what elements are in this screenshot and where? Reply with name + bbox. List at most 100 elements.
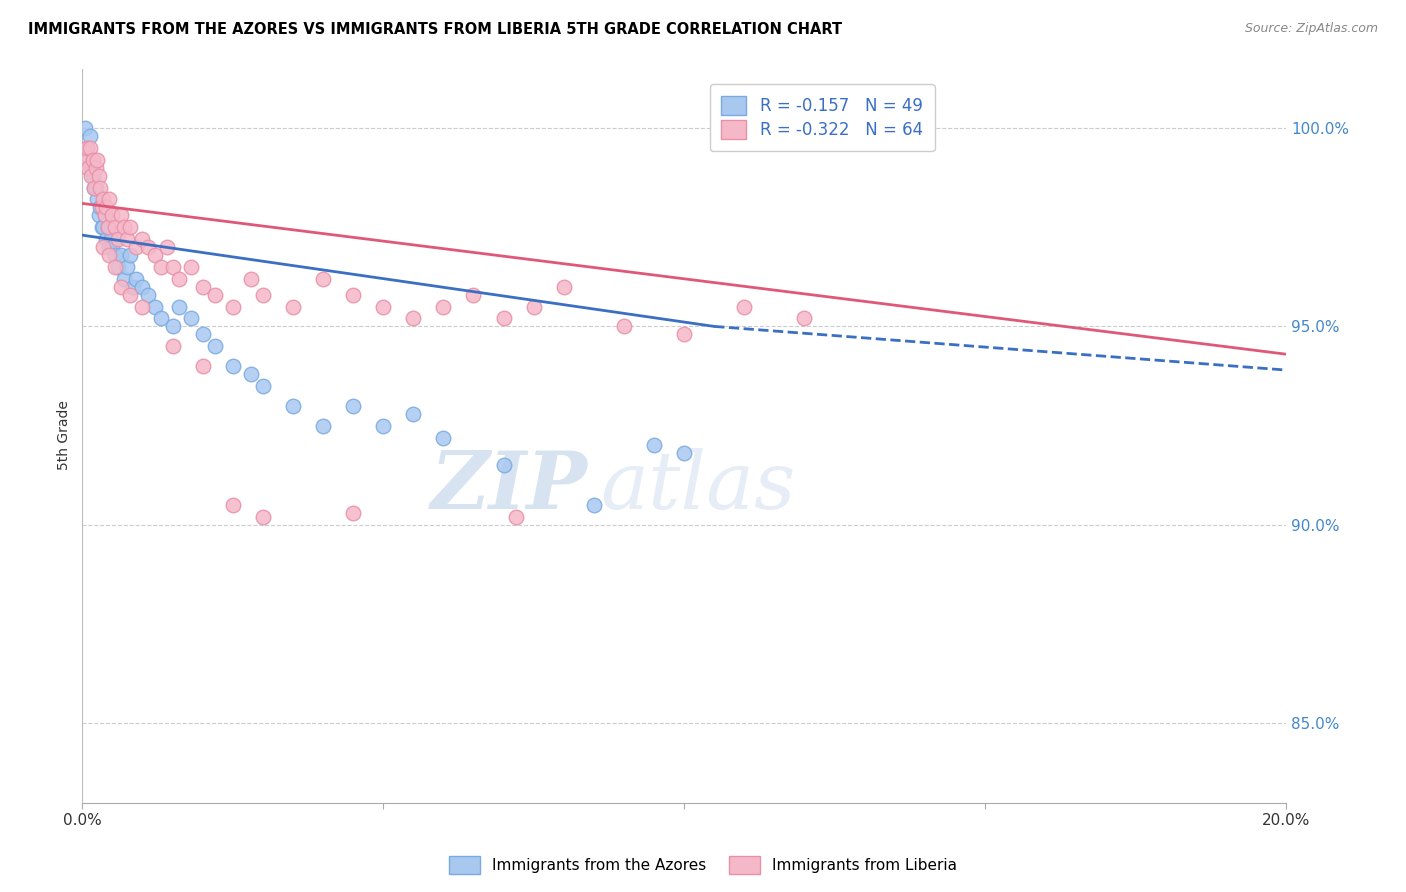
Point [117, 260, 139, 274]
Point [162, 260, 184, 274]
Point [104, 220, 127, 235]
Point [122, 279, 145, 293]
Point [239, 367, 262, 381]
Point [101, 240, 124, 254]
Point [373, 300, 395, 314]
Text: Source: ZipAtlas.com: Source: ZipAtlas.com [1244, 22, 1378, 36]
Point [162, 339, 184, 353]
Point [125, 240, 148, 254]
Point [89, 200, 111, 214]
Point [143, 300, 166, 314]
Point [90, 220, 112, 235]
Point [492, 311, 515, 326]
Point [110, 279, 132, 293]
Point [312, 418, 335, 433]
Y-axis label: 5th Grade: 5th Grade [58, 401, 72, 470]
Point [89, 169, 111, 183]
Point [131, 232, 153, 246]
Point [76, 141, 98, 155]
Point [402, 407, 425, 421]
Point [110, 248, 132, 262]
Point [342, 399, 364, 413]
Point [191, 359, 214, 373]
Point [281, 399, 304, 413]
Point [79, 141, 101, 155]
Point [79, 128, 101, 143]
Point [93, 193, 115, 207]
Point [138, 240, 160, 254]
Point [104, 260, 127, 274]
Point [613, 319, 636, 334]
Point [117, 232, 139, 246]
Point [84, 180, 107, 194]
Point [96, 200, 118, 214]
Point [204, 339, 226, 353]
Point [191, 327, 214, 342]
Point [86, 193, 108, 207]
Text: atlas: atlas [600, 448, 796, 525]
Point [167, 272, 190, 286]
Point [402, 311, 425, 326]
Point [131, 279, 153, 293]
Point [107, 260, 129, 274]
Point [112, 272, 135, 286]
Point [673, 446, 696, 460]
Point [793, 311, 815, 326]
Point [110, 208, 132, 222]
Point [222, 498, 245, 512]
Point [93, 240, 115, 254]
Point [107, 232, 129, 246]
Point [191, 279, 214, 293]
Point [643, 438, 665, 452]
Point [312, 272, 335, 286]
Point [252, 509, 274, 524]
Point [180, 260, 202, 274]
Point [138, 287, 160, 301]
Point [90, 200, 112, 214]
Point [252, 287, 274, 301]
Point [82, 153, 104, 167]
Point [673, 327, 696, 342]
Point [149, 311, 172, 326]
Point [523, 300, 546, 314]
Point [239, 272, 262, 286]
Point [89, 208, 111, 222]
Point [149, 260, 172, 274]
Point [84, 161, 107, 175]
Point [77, 153, 100, 167]
Point [94, 208, 117, 222]
Point [86, 153, 108, 167]
Point [80, 169, 103, 183]
Text: ZIP: ZIP [432, 448, 588, 525]
Point [96, 232, 118, 246]
Legend: Immigrants from the Azores, Immigrants from Liberia: Immigrants from the Azores, Immigrants f… [443, 850, 963, 880]
Point [167, 300, 190, 314]
Point [77, 161, 100, 175]
Point [97, 220, 120, 235]
Point [83, 180, 105, 194]
Point [342, 287, 364, 301]
Point [222, 300, 245, 314]
Point [120, 248, 142, 262]
Point [76, 141, 98, 155]
Text: IMMIGRANTS FROM THE AZORES VS IMMIGRANTS FROM LIBERIA 5TH GRADE CORRELATION CHAR: IMMIGRANTS FROM THE AZORES VS IMMIGRANTS… [28, 22, 842, 37]
Point [73, 153, 96, 167]
Point [112, 220, 135, 235]
Point [75, 121, 97, 136]
Point [120, 220, 142, 235]
Point [492, 458, 515, 473]
Point [373, 418, 395, 433]
Point [98, 240, 121, 254]
Point [155, 240, 177, 254]
Point [125, 272, 148, 286]
Point [97, 220, 120, 235]
Point [89, 180, 111, 194]
Point [553, 279, 575, 293]
Point [98, 248, 121, 262]
Point [143, 248, 166, 262]
Point [733, 300, 755, 314]
Point [82, 169, 104, 183]
Point [582, 498, 605, 512]
Point [180, 311, 202, 326]
Point [432, 430, 454, 444]
